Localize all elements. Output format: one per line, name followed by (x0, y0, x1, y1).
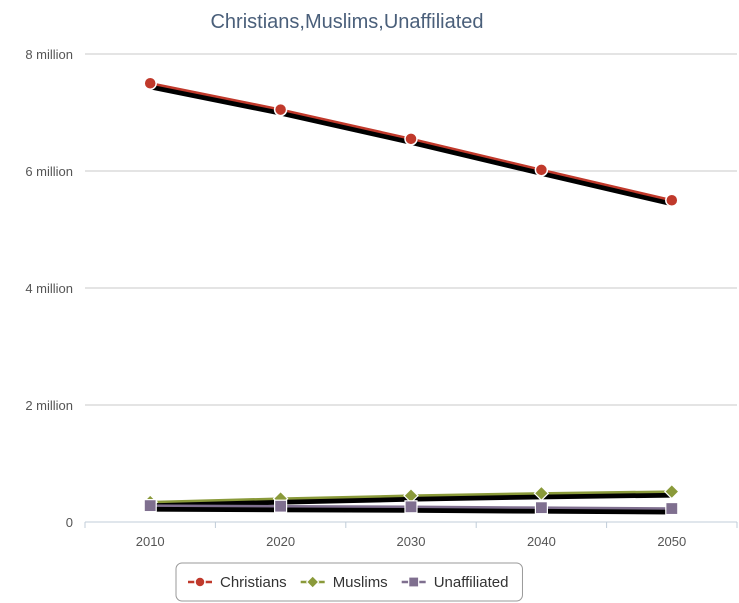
legend-marker (408, 576, 420, 588)
y-tick-label: 0 (66, 515, 73, 530)
y-axis-ticks: 0 2 million 4 million 6 million 8 million (25, 47, 73, 530)
y-tick-label: 2 million (25, 398, 73, 413)
data-point (273, 102, 288, 117)
x-axis-ticks: 2010 2020 2030 2040 2050 (84, 521, 738, 549)
x-tick-label: 2050 (657, 534, 686, 549)
legend-item-muslims[interactable]: Muslims (300, 574, 388, 591)
series-christians (143, 76, 679, 207)
grid (85, 53, 737, 406)
data-point (665, 193, 679, 207)
series-muslims (142, 483, 680, 510)
y-tick-label: 4 million (25, 281, 73, 296)
legend-label: Unaffiliated (434, 574, 509, 591)
legend-item-unaffiliated[interactable]: Unaffiliated (401, 574, 509, 591)
legend[interactable]: Christians Muslims Unaffiliated (175, 562, 523, 602)
data-point (274, 499, 288, 513)
y-tick-label: 8 million (25, 47, 73, 62)
series-unaffiliated (143, 499, 679, 516)
data-point (665, 501, 679, 516)
data-point (404, 500, 418, 514)
data-point (143, 76, 157, 90)
legend-marker (305, 575, 320, 589)
x-tick-label: 2040 (527, 534, 556, 549)
legend-label: Christians (220, 574, 287, 591)
data-point (663, 483, 680, 500)
data-point (534, 163, 549, 177)
x-tick-label: 2010 (136, 534, 165, 549)
data-point (534, 501, 549, 515)
data-point (533, 485, 550, 502)
legend-box (175, 562, 523, 602)
series-lines (142, 76, 680, 516)
legend-marker (194, 576, 206, 588)
y-tick-label: 6 million (25, 164, 73, 179)
legend-label: Muslims (333, 574, 388, 591)
x-tick-label: 2020 (266, 534, 295, 549)
data-point (404, 132, 418, 146)
x-tick-label: 2030 (397, 534, 426, 549)
chart-title: Christians,Muslims,Unaffiliated (210, 11, 483, 33)
legend-item-christians[interactable]: Christians (188, 574, 287, 591)
data-point (143, 499, 157, 513)
